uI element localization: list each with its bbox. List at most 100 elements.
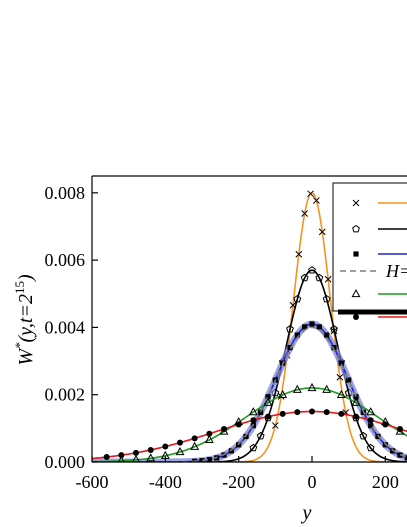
series-layer: [92, 190, 407, 462]
triangle-marker: [366, 407, 376, 416]
pentagon-marker: [322, 294, 331, 303]
square-marker: [265, 394, 271, 400]
circle-marker: [162, 443, 169, 450]
circle-marker: [294, 409, 301, 416]
circle-marker: [177, 439, 183, 446]
pentagon-marker: [300, 273, 309, 282]
legend-entry-3: [353, 251, 407, 257]
pentagon-marker: [366, 443, 375, 452]
circle-marker: [353, 413, 359, 420]
cross-marker: [324, 275, 332, 283]
triangle-marker: [351, 397, 361, 406]
triangle-marker: [322, 384, 332, 393]
x-tick-label: -200: [222, 472, 255, 492]
legend-entry-5: [351, 288, 407, 298]
y-tick-label: 0.008: [45, 183, 86, 203]
circle-marker: [382, 421, 389, 428]
cross-marker: [307, 190, 314, 198]
circle-marker: [221, 426, 227, 433]
triangle-marker: [307, 382, 317, 392]
x-tick-label: -400: [149, 472, 182, 492]
triangle-marker: [292, 384, 302, 393]
legend-label: H=: [385, 261, 407, 281]
legend-entry-6: [353, 314, 407, 320]
circle-marker: [206, 430, 213, 437]
triangle-marker: [175, 446, 185, 456]
circle-marker: [250, 417, 257, 424]
square-marker: [258, 409, 264, 415]
circle-marker: [147, 446, 154, 453]
cross-marker: [295, 250, 303, 258]
square-marker: [287, 345, 293, 351]
square-marker: [309, 321, 315, 327]
square-marker: [353, 251, 359, 257]
series-line: [92, 410, 407, 460]
x-axis-title: y: [301, 502, 312, 524]
series-line: [92, 387, 407, 462]
square-marker: [324, 332, 330, 338]
circle-marker: [118, 452, 125, 459]
triangle-marker: [351, 288, 361, 298]
circle-marker: [367, 417, 374, 424]
pentagon-marker: [359, 431, 368, 440]
square-marker: [206, 457, 212, 462]
series-2: [92, 266, 407, 462]
triangle-marker: [336, 389, 346, 399]
circle-marker: [397, 426, 403, 433]
circle-marker: [338, 410, 345, 417]
triangle-marker: [204, 434, 214, 444]
pentagon-marker: [293, 294, 302, 303]
x-tick-label: -600: [76, 472, 109, 492]
circle-marker: [103, 454, 110, 461]
series-line: [92, 269, 407, 462]
pentagon-marker: [315, 273, 324, 282]
square-marker: [353, 394, 359, 400]
cross-marker: [352, 199, 360, 207]
legend-entry-4: H=: [340, 261, 407, 281]
triangle-marker: [146, 453, 156, 462]
pentagon-marker: [308, 266, 316, 274]
triangle-marker: [278, 389, 288, 399]
pentagon-marker: [249, 443, 258, 452]
cross-marker: [271, 422, 279, 429]
cross-marker: [301, 210, 309, 217]
cross-marker: [313, 197, 320, 204]
square-marker: [404, 455, 407, 461]
series-1: [92, 190, 407, 462]
triangle-marker: [248, 407, 258, 416]
triangle-marker: [132, 454, 140, 462]
triangle-marker: [117, 455, 125, 462]
circle-marker: [235, 421, 242, 428]
square-marker: [331, 345, 337, 351]
legend-entry-2: [352, 224, 407, 233]
pentagon-marker: [256, 431, 265, 440]
square-marker: [346, 377, 352, 383]
cross-marker: [318, 228, 326, 236]
circle-marker: [279, 410, 286, 417]
y-tick-label: 0.000: [45, 452, 86, 472]
legend-box: [332, 182, 407, 312]
circle-marker: [353, 314, 359, 320]
series-line: [92, 191, 407, 462]
circle-marker: [323, 409, 330, 416]
legend-entry-1: [352, 199, 407, 207]
pentagon-marker: [352, 224, 360, 233]
circle-marker: [191, 435, 198, 442]
circle-marker: [133, 449, 139, 456]
square-marker: [368, 423, 374, 429]
square-marker: [302, 324, 308, 330]
x-tick-label: 200: [372, 472, 399, 492]
square-marker: [192, 458, 198, 462]
pentagon-marker: [286, 325, 294, 333]
x-tick-label: 0: [308, 472, 317, 492]
series-5: [92, 382, 407, 462]
y-tick-label: 0.006: [45, 250, 86, 270]
series-6: [92, 408, 407, 461]
circle-marker: [309, 408, 315, 415]
square-marker: [316, 324, 322, 330]
y-axis-title: W*(y,t=215): [12, 274, 37, 366]
ticks-layer: -600 -400 -200 0 200 0.000 0.002 0.004 0.006 0.00…: [45, 183, 399, 492]
legend: H=: [332, 182, 407, 320]
square-marker: [294, 332, 300, 338]
